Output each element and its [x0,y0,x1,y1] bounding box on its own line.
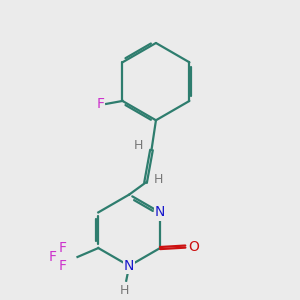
Text: N: N [124,259,134,273]
Text: F: F [96,97,104,111]
Text: F: F [48,250,56,264]
Text: H: H [134,139,143,152]
Text: O: O [188,240,199,254]
Text: N: N [155,206,165,219]
Text: F: F [58,241,67,255]
Text: H: H [153,173,163,186]
Text: F: F [58,259,67,273]
Text: H: H [120,284,129,297]
